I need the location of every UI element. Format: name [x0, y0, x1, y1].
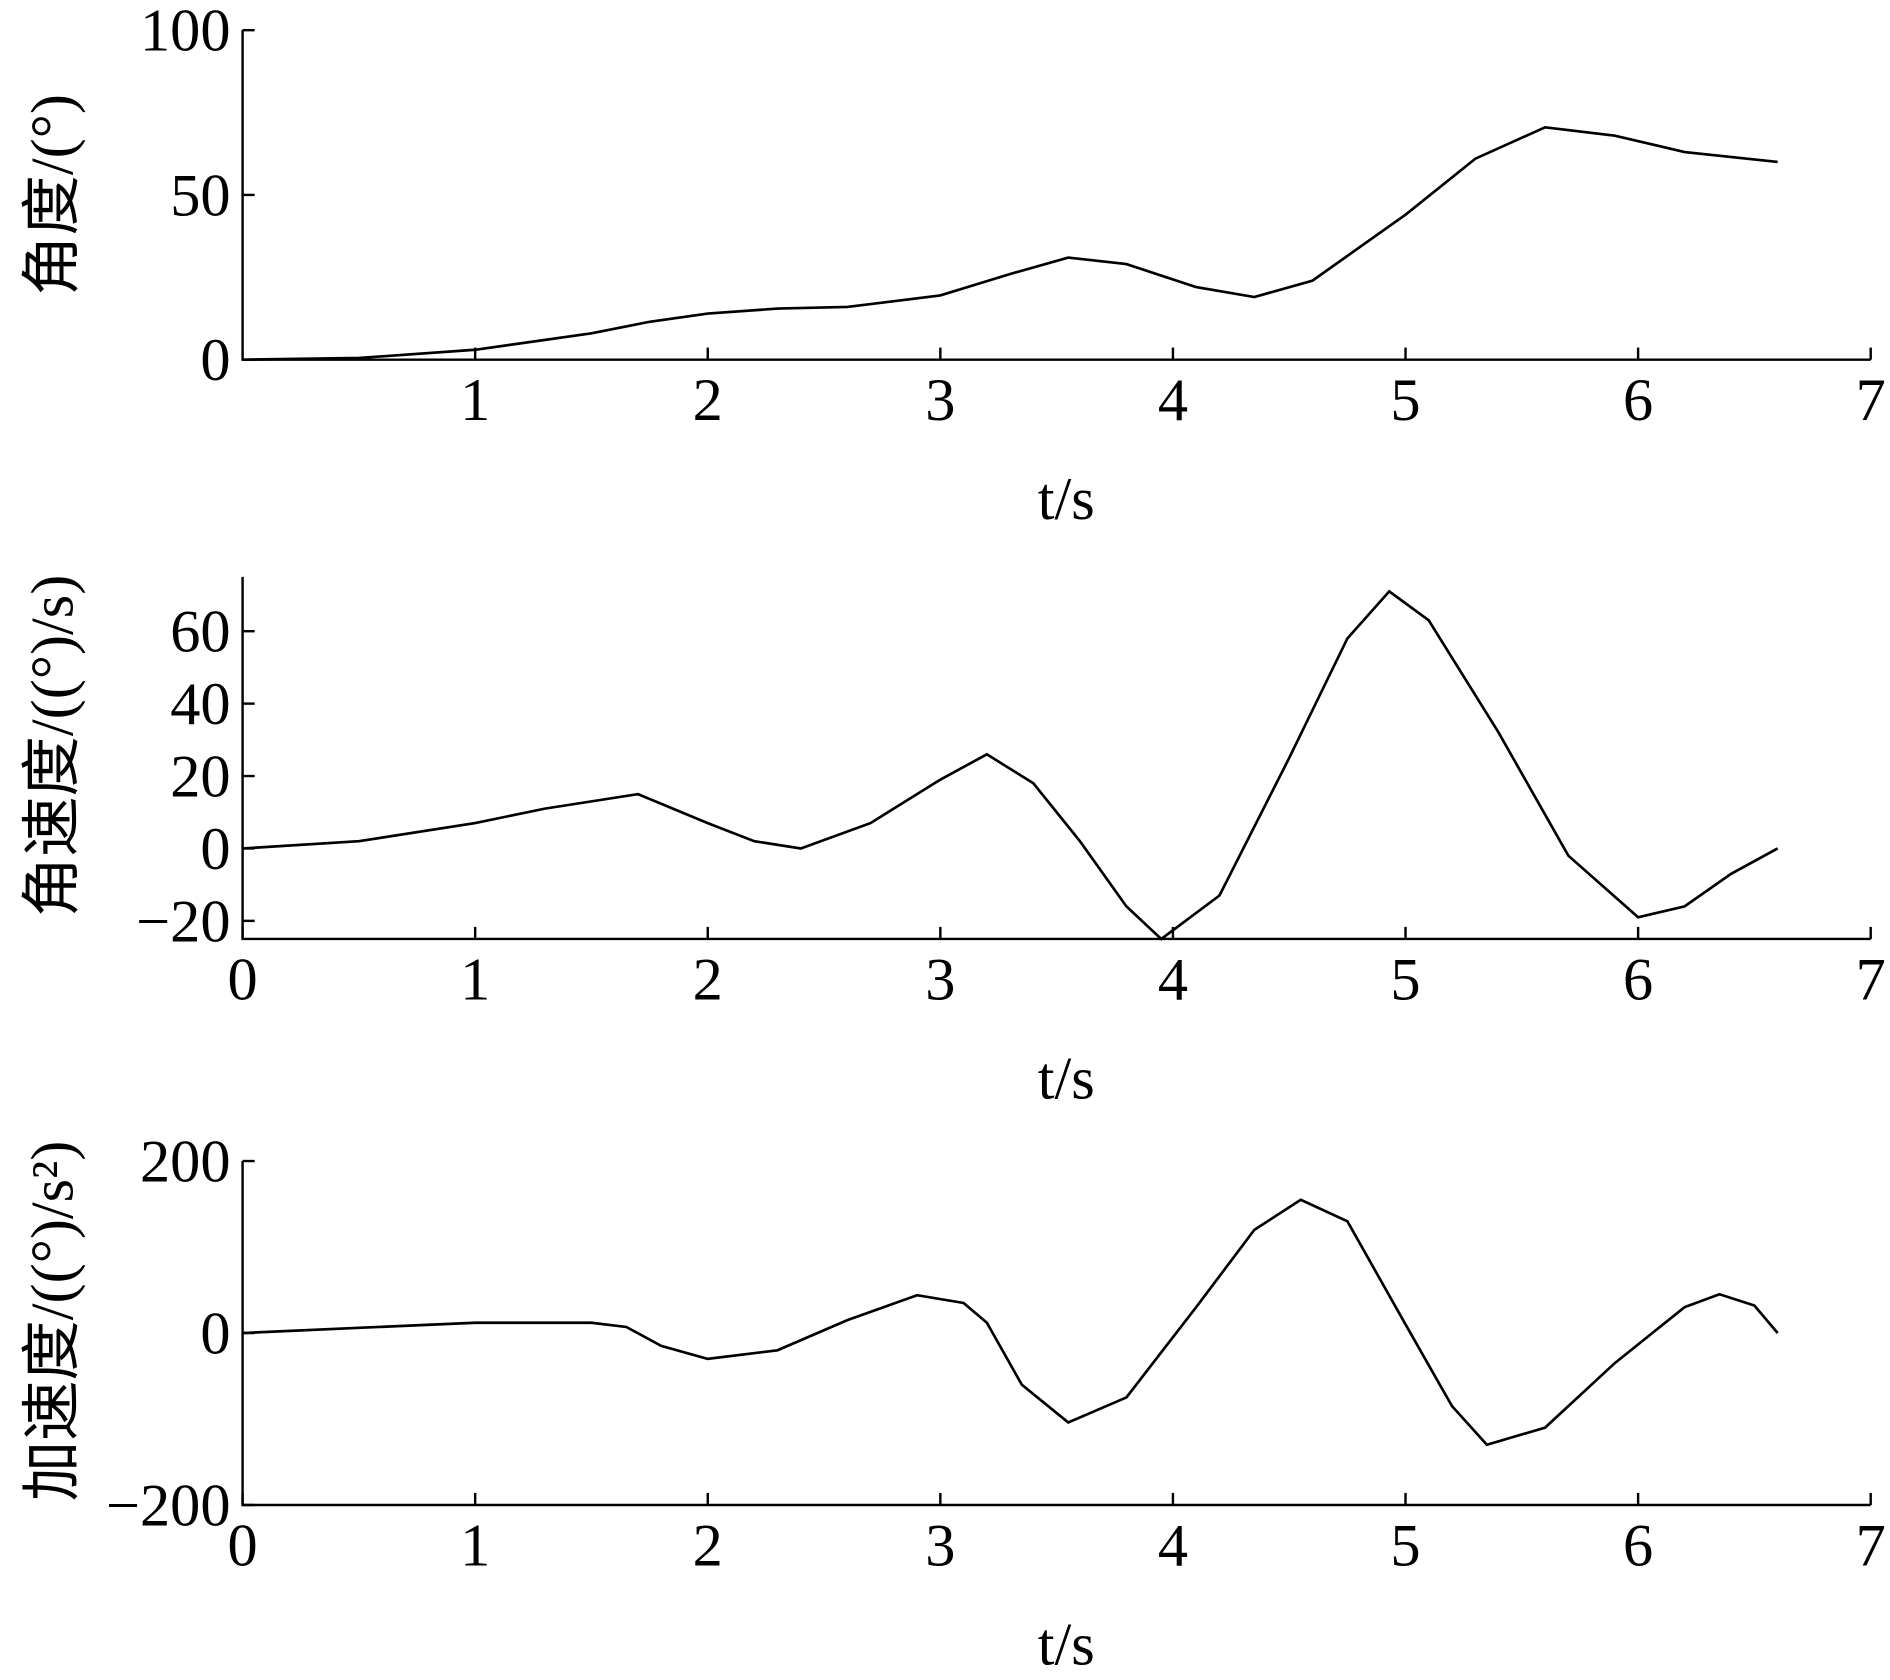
x-tick-label: 3 [925, 367, 955, 434]
x-tick-label: 5 [1390, 1512, 1420, 1579]
x-tick-label: 1 [460, 367, 490, 434]
x-tick-label: 2 [693, 367, 723, 434]
y-tick-label: −20 [136, 888, 230, 955]
axes [241, 30, 1871, 361]
y-tick-label: 60 [170, 599, 230, 666]
x-axis-label: t/s [1038, 1611, 1095, 1678]
x-tick-label: 1 [460, 1512, 490, 1579]
y-tick-label: −200 [106, 1473, 231, 1540]
y-tick-label: 0 [200, 816, 230, 883]
x-tick-label: 7 [1856, 1512, 1886, 1579]
axes [241, 1161, 1871, 1507]
chart-panel: 0 50 100 1 2 3 4 5 6 7 t/s 角度/(°) [19, 0, 1885, 533]
x-tick-label: 4 [1158, 1512, 1188, 1579]
y-tick-label: 200 [140, 1129, 231, 1196]
x-tick-label: 7 [1856, 367, 1886, 434]
x-tick-label: 6 [1623, 946, 1653, 1013]
y-axis-label: 加速度/((°)/s²) [19, 1141, 86, 1502]
x-axis-label: t/s [1038, 1045, 1095, 1112]
x-tick-label: 2 [693, 1512, 723, 1579]
x-tick-label: 5 [1390, 367, 1420, 434]
x-tick-label: 2 [693, 946, 723, 1013]
x-tick-label: 3 [925, 1512, 955, 1579]
x-tick-label: 0 [228, 946, 258, 1013]
y-tick-label: 100 [140, 0, 231, 65]
y-tick-label: 50 [170, 162, 230, 229]
x-tick-label: 7 [1856, 946, 1886, 1013]
y-tick-label: 20 [170, 744, 230, 811]
axes [241, 576, 1871, 941]
x-tick-label: 6 [1623, 367, 1653, 434]
data-line [242, 125, 1778, 361]
y-axis-label: 角速度/((°)/s) [19, 575, 86, 917]
x-tick-label: 4 [1158, 367, 1188, 434]
y-tick-label: 0 [200, 327, 230, 394]
x-tick-label: 0 [228, 1512, 258, 1579]
x-tick-label: 4 [1158, 946, 1188, 1013]
x-axis-label: t/s [1038, 466, 1095, 533]
y-tick-label: 0 [200, 1301, 230, 1368]
y-axis-label: 角度/(°) [19, 94, 86, 296]
x-tick-label: 5 [1390, 946, 1420, 1013]
x-tick-label: 3 [925, 946, 955, 1013]
data-line [242, 1198, 1779, 1447]
x-tick-label: 1 [460, 946, 490, 1013]
data-line [242, 589, 1779, 941]
x-tick-label: 6 [1623, 1512, 1653, 1579]
y-tick-label: 40 [170, 671, 230, 738]
